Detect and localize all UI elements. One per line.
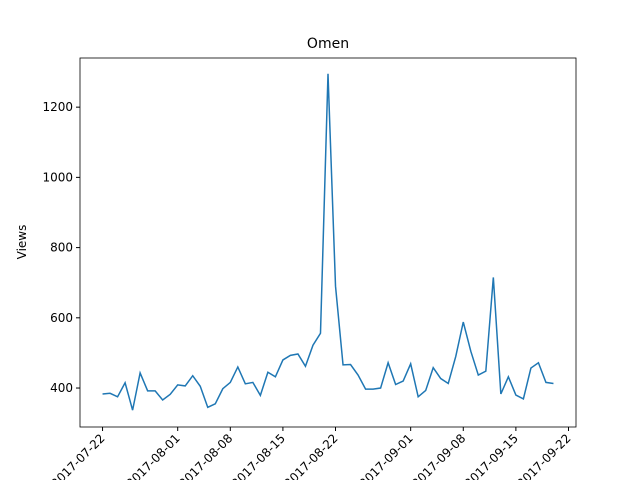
y-tick-label: 400 [50, 381, 73, 395]
plot-frame [79, 57, 577, 428]
line [102, 73, 554, 411]
y-tick-label: 600 [50, 311, 73, 325]
y-tick-label: 1000 [42, 170, 73, 184]
y-axis-label: Views [15, 225, 29, 260]
chart-title: Omen [307, 36, 349, 52]
y-tick-label: 800 [50, 241, 73, 255]
y-tick-label: 1200 [42, 100, 73, 114]
